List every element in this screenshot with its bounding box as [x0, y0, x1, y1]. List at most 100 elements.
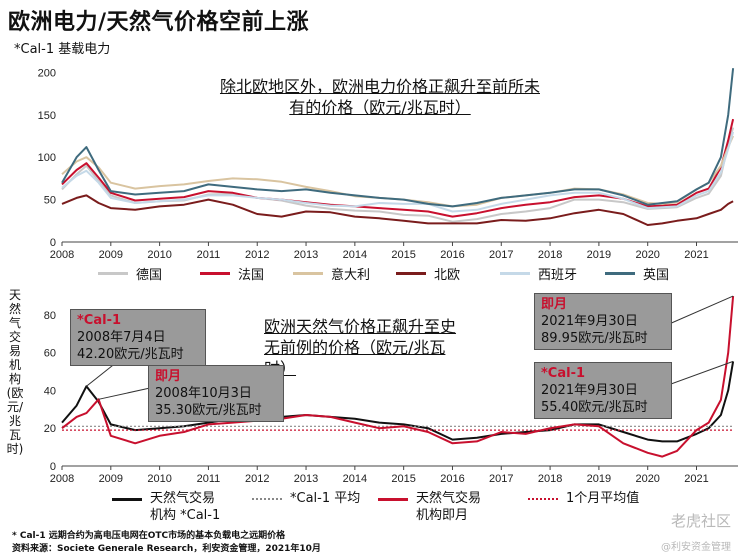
x-tick-label: 2013	[294, 249, 318, 261]
gas-price-chart: 2008 2009 2010 2011 2012 2013 2014 2015 2016 2017…	[44, 295, 738, 485]
x-tick-label: 2016	[440, 249, 464, 261]
series-line-0-4	[61, 131, 735, 213]
y-tick-label: 40	[44, 385, 56, 397]
legend-item-gas-2: 天然气交易 机构即月	[378, 490, 481, 524]
y-tick-label: 100	[38, 152, 56, 164]
y-tick-label: 150	[38, 110, 56, 122]
legend-label: 英国	[643, 268, 670, 283]
callout-spot-2021-value: 89.95欧元/兆瓦时	[541, 331, 648, 346]
callout-leader-line	[659, 360, 734, 389]
y-tick-label: 20	[44, 423, 56, 435]
legend-label: 西班牙	[538, 268, 578, 283]
legend-label: 1个月平均值	[566, 491, 640, 506]
y-tick-label: 60	[44, 348, 56, 360]
legend-swatch	[378, 498, 408, 501]
legend-swatch	[293, 272, 323, 275]
gas-y-axis-label: 天然气交易机构(欧元/兆瓦时)	[6, 288, 24, 456]
power-annotation: 除北欧地区外，欧洲电力价格正飙升至前所未 有的价格（欧元/兆瓦时）	[182, 76, 578, 118]
x-tick-label: 2012	[245, 473, 269, 485]
y-tick-label: 0	[50, 237, 56, 249]
page-title: 欧洲电力/天然气价格空前上涨	[8, 10, 310, 35]
callout-cal1-2008-head: *Cal-1	[77, 313, 122, 328]
callout-cal1-2008-date: 2008年7月4日	[77, 330, 166, 345]
x-tick-label: 2017	[489, 473, 513, 485]
legend-swatch	[112, 498, 142, 501]
x-tick-label: 2019	[587, 249, 611, 261]
x-tick-label: 2010	[147, 473, 171, 485]
legend-label: 德国	[136, 268, 163, 283]
legend-label: 意大利	[331, 268, 371, 283]
footnote-line1: * Cal-1 远期合约为高电压电网在OTC市场的基本负载电之远期价格	[12, 531, 286, 541]
series-line-0-5	[61, 68, 735, 208]
legend-label: *Cal-1 平均	[290, 491, 361, 506]
legend-swatch	[252, 498, 282, 500]
x-tick-label: 2017	[489, 249, 513, 261]
callout-spot-2021-head: 即月	[541, 297, 568, 312]
series-line-1-2	[61, 296, 735, 458]
watermark: 老虎社区	[670, 512, 731, 530]
legend-label: 北欧	[434, 268, 461, 283]
y-tick-label: 50	[44, 195, 56, 207]
x-tick-label: 2008	[50, 249, 74, 261]
callout-spot-2008-value: 35.30欧元/兆瓦时	[155, 403, 262, 418]
power-annotation-line1: 除北欧地区外，欧洲电力价格正飙升至前所未	[219, 77, 540, 96]
legend-item-gas-1: *Cal-1 平均	[252, 490, 360, 507]
callout-spot-2008-date: 2008年10月3日	[155, 386, 252, 401]
x-tick-label: 2018	[538, 249, 562, 261]
legend-swatch	[200, 272, 230, 275]
legend-item-power-0: 德国	[98, 264, 162, 283]
series-line-0-0	[61, 127, 735, 223]
callout-cal1-2021-date: 2021年9月30日	[541, 383, 638, 398]
x-tick-label: 2011	[197, 473, 221, 485]
callout-cal1-2008: *Cal-1 2008年7月4日 42.20欧元/兆瓦时	[70, 309, 206, 366]
x-tick-label: 2015	[391, 249, 415, 261]
legend-label: 天然气交易 机构 *Cal-1	[150, 491, 221, 523]
x-tick-label: 2021	[684, 249, 708, 261]
gas-annotation: 欧洲天然气价格正飙升至史 无前例的价格（欧元/兆瓦 时）	[262, 316, 516, 379]
legend-item-power-4: 西班牙	[500, 264, 577, 283]
x-tick-label: 2014	[343, 249, 367, 261]
legend-swatch	[98, 272, 128, 275]
callout-cal1-2021-value: 55.40欧元/兆瓦时	[541, 400, 648, 415]
gas-annotation-line1: 欧洲天然气价格正飙升至史	[264, 317, 457, 336]
callout-spot-2021-date: 2021年9月30日	[541, 314, 638, 329]
x-tick-label: 2018	[538, 473, 562, 485]
callout-spot-2021: 即月 2021年9月30日 89.95欧元/兆瓦时	[534, 293, 672, 350]
x-tick-label: 2020	[635, 473, 659, 485]
callout-cal1-2021: *Cal-1 2021年9月30日 55.40欧元/兆瓦时	[534, 362, 672, 419]
callout-spot-2008-head: 即月	[155, 369, 182, 384]
series-line-0-1	[61, 118, 735, 218]
y-tick-label: 80	[44, 310, 56, 322]
x-tick-label: 2014	[343, 473, 367, 485]
legend-item-power-2: 意大利	[293, 264, 370, 283]
callout-leader-line	[98, 387, 151, 400]
legend-label: 天然气交易 机构即月	[416, 491, 482, 523]
power-annotation-line2: 有的价格（欧元/兆瓦时）	[289, 98, 471, 117]
callout-spot-2008: 即月 2008年10月3日 35.30欧元/兆瓦时	[148, 365, 284, 422]
legend-swatch	[500, 272, 530, 275]
watermark-sub: @利安资金管理	[661, 542, 731, 553]
y-tick-label: 0	[50, 461, 56, 473]
series-line-0-2	[61, 135, 735, 208]
x-tick-label: 2012	[245, 249, 269, 261]
legend-item-power-1: 法国	[200, 264, 264, 283]
x-tick-label: 2013	[294, 473, 318, 485]
legend-item-gas-3: 1个月平均值	[528, 490, 639, 507]
callout-leader-line	[659, 295, 734, 329]
legend-swatch	[605, 272, 635, 275]
callout-cal1-2008-value: 42.20欧元/兆瓦时	[77, 347, 184, 362]
x-tick-label: 2009	[99, 249, 123, 261]
x-tick-label: 2011	[197, 249, 221, 261]
legend-item-power-3: 北欧	[396, 264, 460, 283]
footnote: * Cal-1 远期合约为高电压电网在OTC市场的基本负载电之远期价格 资料来源…	[12, 530, 321, 556]
x-tick-label: 2008	[50, 473, 74, 485]
x-tick-label: 2010	[147, 249, 171, 261]
legend-swatch	[528, 498, 558, 500]
x-tick-label: 2019	[587, 473, 611, 485]
x-tick-label: 2021	[684, 473, 708, 485]
legend-item-gas-0: 天然气交易 机构 *Cal-1	[112, 490, 220, 524]
y-tick-label: 200	[38, 67, 56, 79]
legend-item-power-5: 英国	[605, 264, 669, 283]
footnote-line2: 资料来源：Societe Generale Research，利安资金管理，20…	[12, 544, 321, 554]
callout-cal1-2021-head: *Cal-1	[541, 366, 586, 381]
